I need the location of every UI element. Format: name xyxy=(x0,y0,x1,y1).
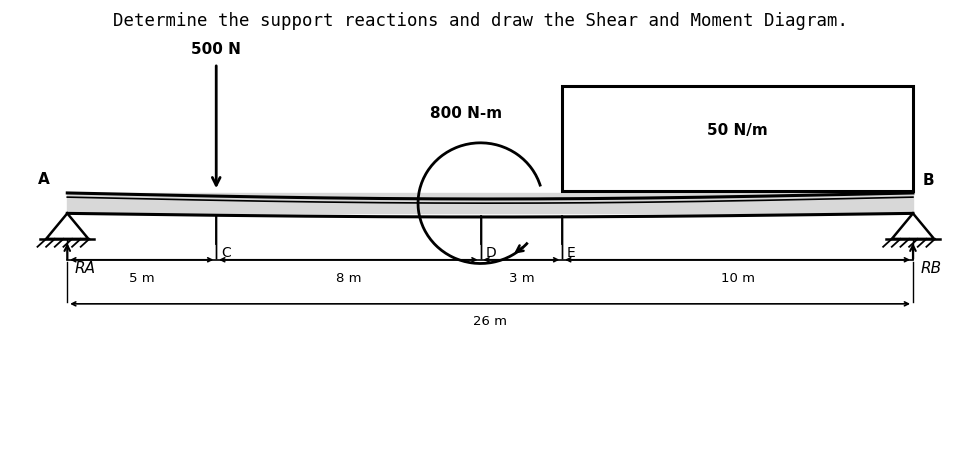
Text: 50 N/m: 50 N/m xyxy=(707,122,768,138)
Text: Determine the support reactions and draw the Shear and Moment Diagram.: Determine the support reactions and draw… xyxy=(113,12,848,30)
Text: 26 m: 26 m xyxy=(473,314,507,327)
Text: B: B xyxy=(923,173,934,188)
Text: A: A xyxy=(38,172,50,187)
Text: 8 m: 8 m xyxy=(335,272,361,285)
Polygon shape xyxy=(46,214,88,239)
Text: 500 N: 500 N xyxy=(191,42,241,57)
Polygon shape xyxy=(892,214,934,239)
Text: RB: RB xyxy=(921,260,942,275)
Text: 3 m: 3 m xyxy=(508,272,534,285)
Text: E: E xyxy=(567,245,576,259)
Text: RA: RA xyxy=(75,260,96,275)
Text: 5 m: 5 m xyxy=(129,272,155,285)
Text: 10 m: 10 m xyxy=(721,272,754,285)
Text: D: D xyxy=(485,245,496,259)
Bar xyxy=(562,87,913,191)
Text: 800 N-m: 800 N-m xyxy=(430,106,503,120)
Text: C: C xyxy=(221,245,231,259)
